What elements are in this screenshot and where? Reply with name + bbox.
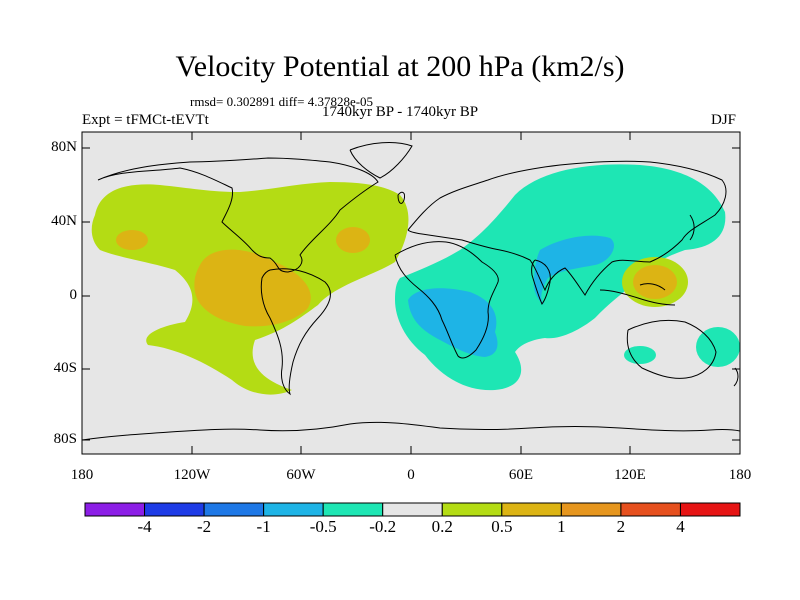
colorbar-swatch xyxy=(263,502,324,517)
lat-tick-label: 80S xyxy=(53,431,77,447)
coastline-north-america xyxy=(97,157,379,273)
colorbar-swatch xyxy=(382,502,443,517)
colorbar-swatch xyxy=(620,502,681,517)
lat-tick-label: 40S xyxy=(53,360,77,376)
positive-core-pacific xyxy=(116,230,148,250)
negative-core-asia xyxy=(533,235,615,305)
colorbar-label: -0.2 xyxy=(369,517,397,536)
colorbar-label: 1 xyxy=(557,517,566,536)
lon-tick-label: 180 xyxy=(728,467,752,483)
colorbar-swatch xyxy=(144,502,205,517)
positive-core-maritime xyxy=(633,265,677,299)
lon-tick-label: 120W xyxy=(173,467,211,483)
experiment-label: Expt = tFMCt-tEVTt xyxy=(82,112,209,128)
colorbar-swatch xyxy=(679,502,741,517)
colorbar-swatch xyxy=(84,502,146,517)
colorbar-swatch xyxy=(560,502,622,517)
lon-tick-label: 120E xyxy=(614,467,646,483)
colorbar-swatch xyxy=(501,502,562,517)
coastline-eurasia xyxy=(407,160,727,296)
lat-tick-label: 40N xyxy=(51,213,77,229)
lon-tick-label: 180 xyxy=(70,467,94,483)
colorbar-label: -1 xyxy=(256,517,271,536)
lon-tick-label: 60E xyxy=(508,467,534,483)
colorbar-swatch xyxy=(203,502,265,517)
coastline-india xyxy=(531,259,551,305)
stats-label: rmsd= 0.302891 diff= 4.37828e-05 xyxy=(190,94,374,109)
negative-core-africa xyxy=(408,288,498,357)
lat-tick-label: 80N xyxy=(51,139,77,155)
negative-region-australia-east xyxy=(696,327,740,367)
coastlines xyxy=(81,142,741,441)
coastline-africa xyxy=(394,241,499,359)
coastline-australia xyxy=(626,319,717,379)
axis-ticks xyxy=(81,132,741,454)
colorbar-label: -2 xyxy=(196,517,212,536)
coastline-japan xyxy=(689,214,695,241)
coastline-greenland xyxy=(349,142,413,179)
colorbar-swatch xyxy=(322,502,384,517)
negative-region-australia-south xyxy=(624,346,656,364)
velocity-potential-contours xyxy=(91,164,740,395)
colorbar-swatch xyxy=(441,502,503,517)
figure-title: Velocity Potential at 200 hPa (km2/s) xyxy=(175,50,625,83)
colorbar-label: 0.2 xyxy=(431,517,453,536)
coastline-uk xyxy=(397,191,405,204)
coastline-south-america xyxy=(260,268,331,396)
colorbar-label: 0.5 xyxy=(491,517,513,536)
coastline-antarctica xyxy=(81,421,741,441)
colorbar-label: -4 xyxy=(137,517,152,536)
colorbar xyxy=(84,502,741,517)
season-label: DJF xyxy=(711,112,737,128)
coastline-indonesia xyxy=(599,283,676,306)
colorbar-label: 4 xyxy=(676,517,685,536)
coastline-new-zealand xyxy=(733,367,739,387)
positive-core-atlantic xyxy=(336,227,370,253)
colorbar-label: 2 xyxy=(616,517,626,536)
colorbar-label: -0.5 xyxy=(309,517,337,536)
lat-tick-label: 0 xyxy=(69,287,78,303)
period-label: 1740kyr BP - 1740kyr BP xyxy=(322,104,479,120)
lon-tick-label: 0 xyxy=(407,467,415,483)
lon-tick-label: 60W xyxy=(286,467,316,483)
